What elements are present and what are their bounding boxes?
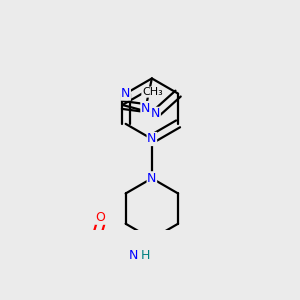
Text: N: N [129, 249, 138, 262]
Text: N: N [151, 107, 160, 120]
Text: CH₃: CH₃ [142, 87, 163, 97]
Text: N: N [147, 133, 157, 146]
Text: H: H [141, 249, 151, 262]
Text: N: N [121, 87, 130, 100]
Text: O: O [95, 211, 105, 224]
Text: N: N [141, 102, 150, 115]
Text: N: N [147, 172, 157, 185]
